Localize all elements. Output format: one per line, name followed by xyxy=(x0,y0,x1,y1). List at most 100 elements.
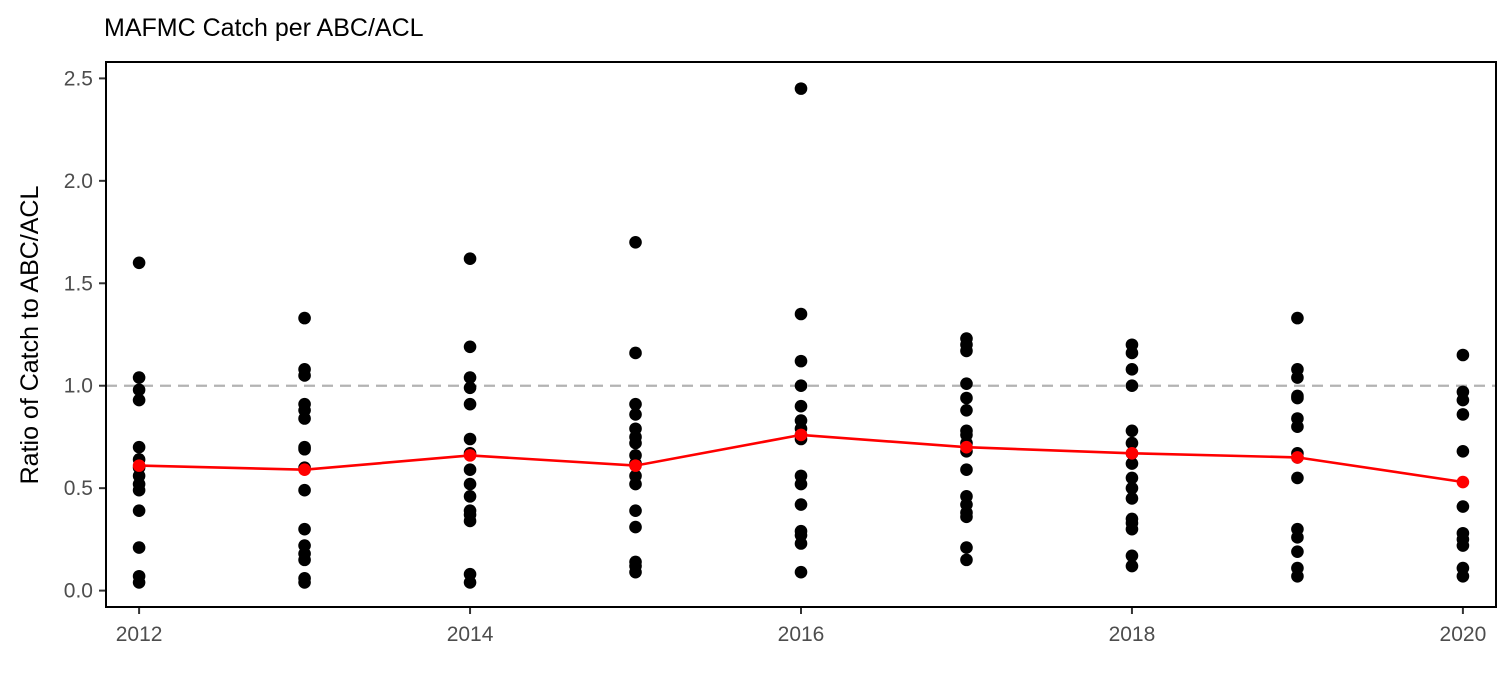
data-point xyxy=(132,393,146,407)
data-point xyxy=(1125,379,1139,393)
y-tick-label: 0.5 xyxy=(64,477,93,500)
data-point xyxy=(1125,481,1139,495)
plot-panel-border xyxy=(105,61,1497,608)
data-point xyxy=(794,537,808,550)
data-point xyxy=(463,432,477,446)
data-point xyxy=(1456,539,1470,552)
data-point xyxy=(463,477,477,491)
data-point xyxy=(629,397,642,411)
y-tick-label: 2.5 xyxy=(64,67,93,90)
data-point xyxy=(1125,346,1139,360)
data-point xyxy=(629,436,642,450)
data-point xyxy=(629,408,642,421)
y-tick-label: 1.0 xyxy=(64,375,93,398)
y-tick-label: 1.5 xyxy=(64,272,93,295)
data-point xyxy=(1456,569,1470,583)
data-point xyxy=(794,565,808,579)
x-tick-label: 2012 xyxy=(116,623,163,646)
data-point xyxy=(1291,311,1304,325)
y-tick-label: 0.0 xyxy=(64,580,93,603)
data-point xyxy=(132,541,146,554)
data-point xyxy=(1456,348,1470,362)
mean-point xyxy=(960,440,973,454)
data-point xyxy=(298,553,311,567)
data-point xyxy=(463,381,477,395)
data-point xyxy=(132,256,146,270)
data-point xyxy=(1291,371,1304,384)
y-tick-label: 2.0 xyxy=(64,170,93,193)
data-point xyxy=(629,236,642,249)
data-point xyxy=(463,514,477,528)
data-point xyxy=(960,510,973,524)
data-point xyxy=(132,483,146,497)
data-point xyxy=(960,377,973,390)
data-point xyxy=(794,82,808,95)
data-point xyxy=(794,399,808,413)
data-point xyxy=(794,477,808,491)
mean-point xyxy=(1291,451,1304,464)
data-point xyxy=(1291,569,1304,583)
data-point xyxy=(960,404,973,417)
data-point xyxy=(629,346,642,360)
data-point xyxy=(1291,545,1304,558)
x-tick-label: 2014 xyxy=(447,623,494,646)
x-tick-label: 2018 xyxy=(1109,623,1156,646)
data-point xyxy=(1125,363,1139,376)
data-point xyxy=(298,576,311,589)
data-point xyxy=(463,252,477,265)
data-point xyxy=(960,541,973,554)
y-axis-title: Ratio of Catch to ABC/ACL xyxy=(16,186,44,485)
data-point xyxy=(794,307,808,321)
data-point xyxy=(463,397,477,411)
x-tick-label: 2020 xyxy=(1440,623,1487,646)
data-point xyxy=(960,553,973,567)
mean-point xyxy=(794,428,808,442)
data-point xyxy=(1456,408,1470,421)
data-point xyxy=(1291,531,1304,544)
data-point xyxy=(132,371,146,384)
data-point xyxy=(629,520,642,534)
data-point xyxy=(629,565,642,579)
data-point xyxy=(794,498,808,511)
mean-point xyxy=(629,459,642,472)
data-point xyxy=(463,463,477,477)
data-point xyxy=(960,463,973,477)
data-point xyxy=(132,576,146,589)
data-point xyxy=(1125,559,1139,573)
data-point xyxy=(1125,549,1139,563)
data-point xyxy=(960,391,973,405)
data-point xyxy=(1291,420,1304,433)
data-point xyxy=(298,311,311,325)
x-tick-label: 2016 xyxy=(778,623,825,646)
data-point xyxy=(298,369,311,382)
data-point xyxy=(1125,522,1139,536)
data-point xyxy=(132,504,146,518)
data-point xyxy=(1456,500,1470,513)
data-point xyxy=(132,440,146,454)
data-point xyxy=(132,383,146,397)
data-point xyxy=(629,477,642,491)
data-point xyxy=(1125,424,1139,438)
data-point xyxy=(463,490,477,503)
data-point xyxy=(463,576,477,589)
data-point xyxy=(298,483,311,497)
data-point xyxy=(298,442,311,456)
data-point xyxy=(1125,471,1139,485)
mean-point xyxy=(298,463,311,477)
data-point xyxy=(298,522,311,536)
data-point xyxy=(1125,492,1139,505)
data-point xyxy=(463,371,477,384)
mean-point xyxy=(1456,475,1470,489)
data-point xyxy=(629,504,642,518)
data-point xyxy=(960,344,973,358)
data-point xyxy=(1456,393,1470,407)
chart-title: MAFMC Catch per ABC/ACL xyxy=(104,14,424,42)
data-point xyxy=(1125,457,1139,470)
data-point xyxy=(794,354,808,368)
data-point xyxy=(1291,391,1304,405)
data-point xyxy=(298,412,311,425)
mean-point xyxy=(1125,447,1139,460)
data-point xyxy=(1456,444,1470,458)
